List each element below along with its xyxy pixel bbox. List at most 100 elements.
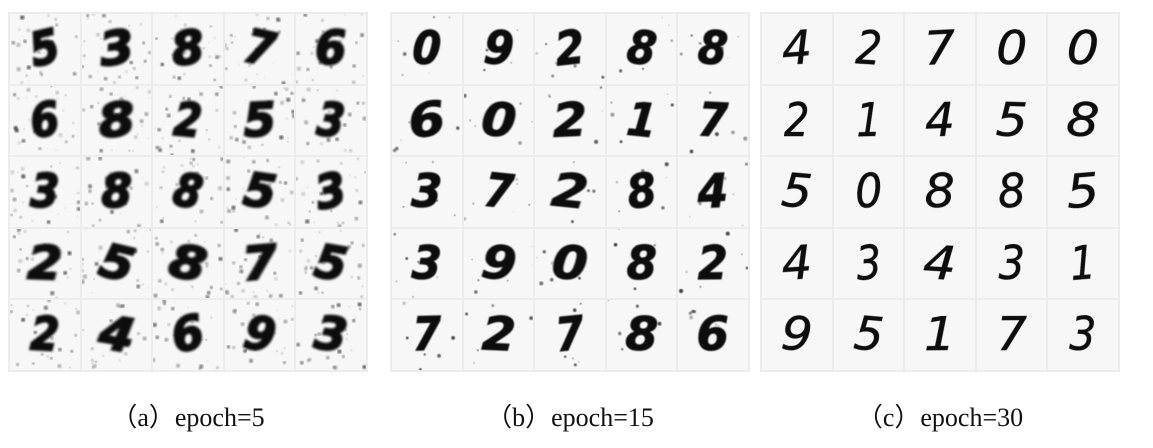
svg-text:3: 3: [411, 237, 443, 292]
digit-sample: 7: [224, 228, 295, 299]
svg-text:3: 3: [315, 92, 348, 148]
svg-text:8: 8: [696, 21, 730, 77]
svg-text:4: 4: [696, 164, 730, 220]
digit-sample: 0: [976, 14, 1047, 84]
svg-text:9: 9: [478, 236, 518, 293]
digit-sample: 7: [224, 14, 295, 84]
digit-sample: 8: [1048, 85, 1118, 156]
svg-text:3: 3: [311, 163, 351, 222]
svg-text:4: 4: [922, 236, 958, 291]
digit-sample: 2: [762, 85, 832, 156]
svg-text:2: 2: [29, 309, 60, 363]
svg-text:6: 6: [27, 93, 62, 149]
digit-sample: 5: [833, 300, 904, 370]
digit-sample: 5: [976, 85, 1047, 156]
digit-sample: 5: [762, 157, 832, 227]
digit-sample: 2: [535, 85, 605, 156]
svg-text:2: 2: [553, 21, 588, 77]
digit-sample: 8: [153, 14, 223, 84]
svg-text:4: 4: [94, 306, 138, 365]
svg-text:2: 2: [784, 94, 810, 147]
svg-text:9: 9: [779, 308, 814, 363]
digit-sample: 3: [976, 228, 1047, 299]
digit-sample: 2: [463, 300, 534, 370]
digit-sample: 4: [81, 300, 152, 370]
caption-epoch-5: （a）epoch=5: [111, 403, 265, 432]
svg-text:2: 2: [698, 237, 729, 291]
svg-text:3: 3: [1069, 309, 1097, 363]
svg-text:3: 3: [312, 306, 351, 364]
digit-sample: 7: [392, 300, 462, 370]
svg-text:7: 7: [996, 309, 1027, 362]
digit-sample: 7: [463, 157, 534, 227]
digit-sample: 3: [296, 157, 366, 227]
digit-sample: 8: [153, 157, 223, 227]
svg-text:8: 8: [169, 20, 208, 77]
digit-sample: 4: [762, 14, 832, 84]
svg-text:4: 4: [780, 21, 814, 76]
digit-sample: 1: [606, 85, 677, 156]
digit-sample: 3: [392, 228, 462, 299]
digit-sample: 3: [1048, 300, 1118, 370]
svg-text:6: 6: [405, 91, 449, 149]
digit-sample: 0: [833, 157, 904, 227]
digit-sample: 7: [535, 300, 605, 370]
svg-text:4: 4: [924, 93, 956, 148]
digit-sample: 2: [535, 157, 605, 227]
digit-sample: 1: [833, 85, 904, 156]
svg-text:8: 8: [624, 307, 658, 361]
svg-text:5: 5: [94, 234, 140, 294]
svg-text:1: 1: [1068, 236, 1098, 291]
svg-text:7: 7: [923, 22, 957, 76]
digit-sample: 7: [976, 300, 1047, 370]
svg-text:8: 8: [626, 236, 657, 290]
digit-sample: 3: [296, 300, 366, 370]
svg-text:9: 9: [482, 22, 516, 77]
digit-sample: 3: [296, 85, 366, 156]
svg-text:4: 4: [780, 237, 814, 292]
svg-text:3: 3: [30, 166, 61, 220]
digit-sample: 8: [81, 85, 152, 156]
digit-sample: 0: [1048, 14, 1118, 84]
digit-sample: 3: [392, 157, 462, 227]
digit-sample: 8: [153, 228, 223, 299]
svg-text:5: 5: [779, 165, 814, 220]
digit-sample: 6: [678, 300, 748, 370]
svg-text:7: 7: [412, 308, 443, 362]
svg-text:2: 2: [27, 237, 63, 291]
svg-text:8: 8: [95, 91, 137, 149]
svg-text:3: 3: [96, 21, 137, 78]
digit-sample: 7: [905, 14, 975, 84]
digit-sample: 5: [10, 14, 80, 84]
digit-sample: 2: [153, 85, 223, 156]
caption-epoch-15: （b）epoch=15: [486, 403, 654, 432]
digit-sample: 4: [678, 157, 748, 227]
digit-sample: 9: [762, 300, 832, 370]
digit-sample: 2: [833, 14, 904, 84]
svg-text:6: 6: [315, 21, 347, 75]
svg-text:0: 0: [550, 236, 590, 292]
svg-text:5: 5: [311, 234, 351, 292]
digit-sample: 6: [392, 85, 462, 156]
svg-text:3: 3: [998, 238, 1024, 291]
svg-text:2: 2: [854, 22, 883, 77]
svg-text:5: 5: [240, 162, 279, 220]
digit-sample: 5: [296, 228, 366, 299]
svg-text:1: 1: [924, 309, 956, 362]
svg-text:8: 8: [1065, 93, 1101, 148]
svg-text:0: 0: [853, 164, 884, 219]
digit-sample: 1: [905, 300, 975, 370]
svg-text:1: 1: [855, 94, 881, 148]
digit-sample: 5: [224, 157, 295, 227]
digit-sample: 6: [153, 300, 223, 370]
digit-sample: 3: [833, 228, 904, 299]
svg-text:7: 7: [553, 308, 587, 363]
digit-sample: 1: [1048, 228, 1118, 299]
svg-text:2: 2: [480, 308, 516, 363]
digit-sample: 2: [10, 228, 80, 299]
svg-text:0: 0: [479, 93, 518, 149]
